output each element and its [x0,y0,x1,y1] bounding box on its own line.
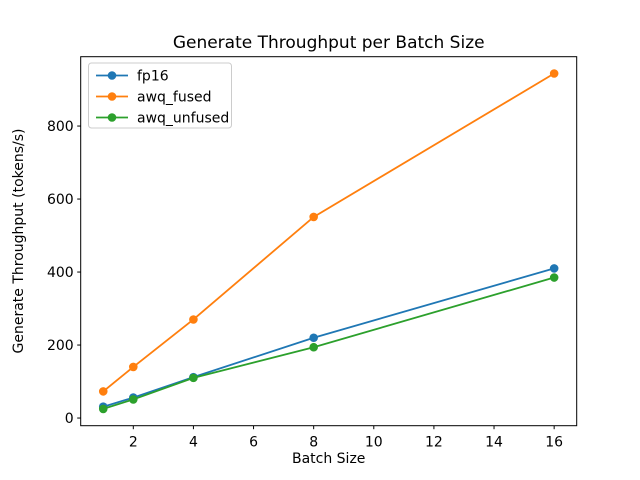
plot-area: 2 4 6 8 10 12 14 16 0 200 400 600 800 [47,56,578,451]
legend: fp16 awq_fused awq_unfused [88,62,232,129]
legend-marker-fp16 [107,71,117,80]
x-axis-label: Batch Size [292,451,365,467]
x-tick-label: 4 [189,435,198,451]
series-marker-awq_unfused [549,273,559,282]
legend-label-fp16: fp16 [137,69,169,85]
series-marker-awq_fused [309,212,318,222]
series-marker-fp16 [549,264,559,273]
series-marker-awq_fused [189,315,198,324]
x-tick-label: 6 [249,435,258,451]
series-marker-awq_fused [98,387,108,396]
series-marker-awq_fused [549,69,559,78]
legend-marker-awq_fused [107,92,117,101]
chart-title: Generate Throughput per Batch Size [173,33,485,53]
y-tick-label: 800 [47,119,74,135]
x-tick-label: 14 [485,435,503,451]
legend-label-awq_fused: awq_fused [137,90,212,106]
x-tick-label: 2 [129,435,138,451]
y-tick-label: 0 [65,411,74,427]
x-tick-label: 12 [425,435,443,451]
plot-frame [80,56,578,427]
y-tick-label: 200 [47,338,74,354]
x-tick-label: 16 [545,435,563,451]
legend-label-awq_unfused: awq_unfused [137,111,229,127]
series-line-awq_unfused [102,276,555,410]
legend-box [88,62,232,129]
series-marker-fp16 [309,333,318,343]
y-tick-label: 600 [47,192,74,208]
y-axis-label: Generate Throughput (tokens/s) [11,129,27,354]
series-marker-awq_unfused [98,404,108,414]
legend-marker-awq_unfused [107,113,117,122]
series-marker-awq_fused [129,362,138,372]
x-tick-label: 8 [309,435,318,451]
series-marker-awq_unfused [189,373,198,383]
series-marker-awq_unfused [129,395,138,404]
series-marker-awq_unfused [309,342,318,352]
y-tick-label: 400 [47,265,74,281]
x-tick-label: 10 [365,435,383,451]
